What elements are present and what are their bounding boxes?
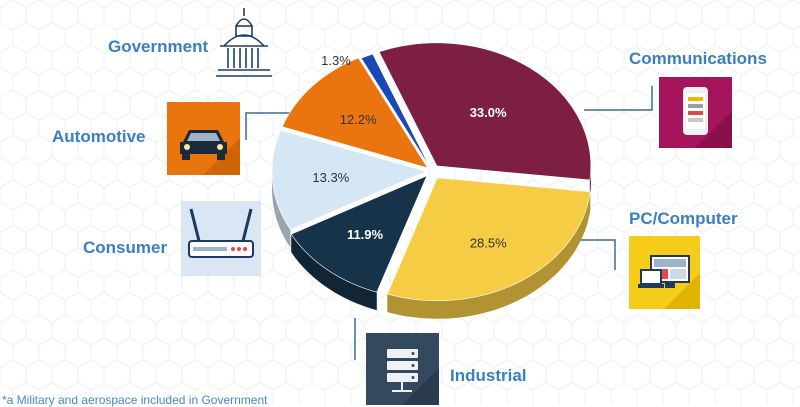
car-icon xyxy=(167,102,240,175)
data-label-automotive: 12.2% xyxy=(340,112,377,127)
data-label-consumer: 13.3% xyxy=(312,170,349,185)
smartphone-icon xyxy=(659,77,732,148)
communications-label: Communications xyxy=(629,49,767,68)
pie-side-industrial xyxy=(291,234,377,311)
data-label-government: 1.3% xyxy=(321,53,351,68)
server-rack-icon xyxy=(366,333,439,405)
capitol-building-icon xyxy=(216,8,272,77)
consumer-label: Consumer xyxy=(83,238,168,257)
wifi-router-icon xyxy=(181,201,261,276)
pie-side-consumer xyxy=(272,171,291,248)
pc-computer-label: PC/Computer xyxy=(629,209,738,228)
footnote: *a Military and aerospace included in Go… xyxy=(2,393,268,407)
government-label: Government xyxy=(108,37,209,56)
industrial-label: Industrial xyxy=(450,366,527,385)
pie-slice-consumer xyxy=(271,129,427,231)
pie-slice-communications xyxy=(378,42,592,181)
data-label-communications: 33.0% xyxy=(470,105,507,120)
leader-lines xyxy=(245,86,653,360)
pie-slice-pc-computer xyxy=(386,177,591,302)
pie-slice-government xyxy=(360,53,431,169)
pie-slice-industrial xyxy=(290,175,428,293)
laptop-monitor-icon xyxy=(629,236,700,309)
leader-line-0 xyxy=(584,86,653,111)
pie-slice-automotive xyxy=(281,57,429,169)
data-label-industrial: 11.9% xyxy=(347,227,384,242)
automotive-label: Automotive xyxy=(52,127,146,146)
leader-line-2 xyxy=(574,239,616,270)
pie-side-pc-computer xyxy=(387,191,591,319)
data-label-pc-computer: 28.5% xyxy=(470,235,507,250)
leader-line-1 xyxy=(245,112,294,140)
